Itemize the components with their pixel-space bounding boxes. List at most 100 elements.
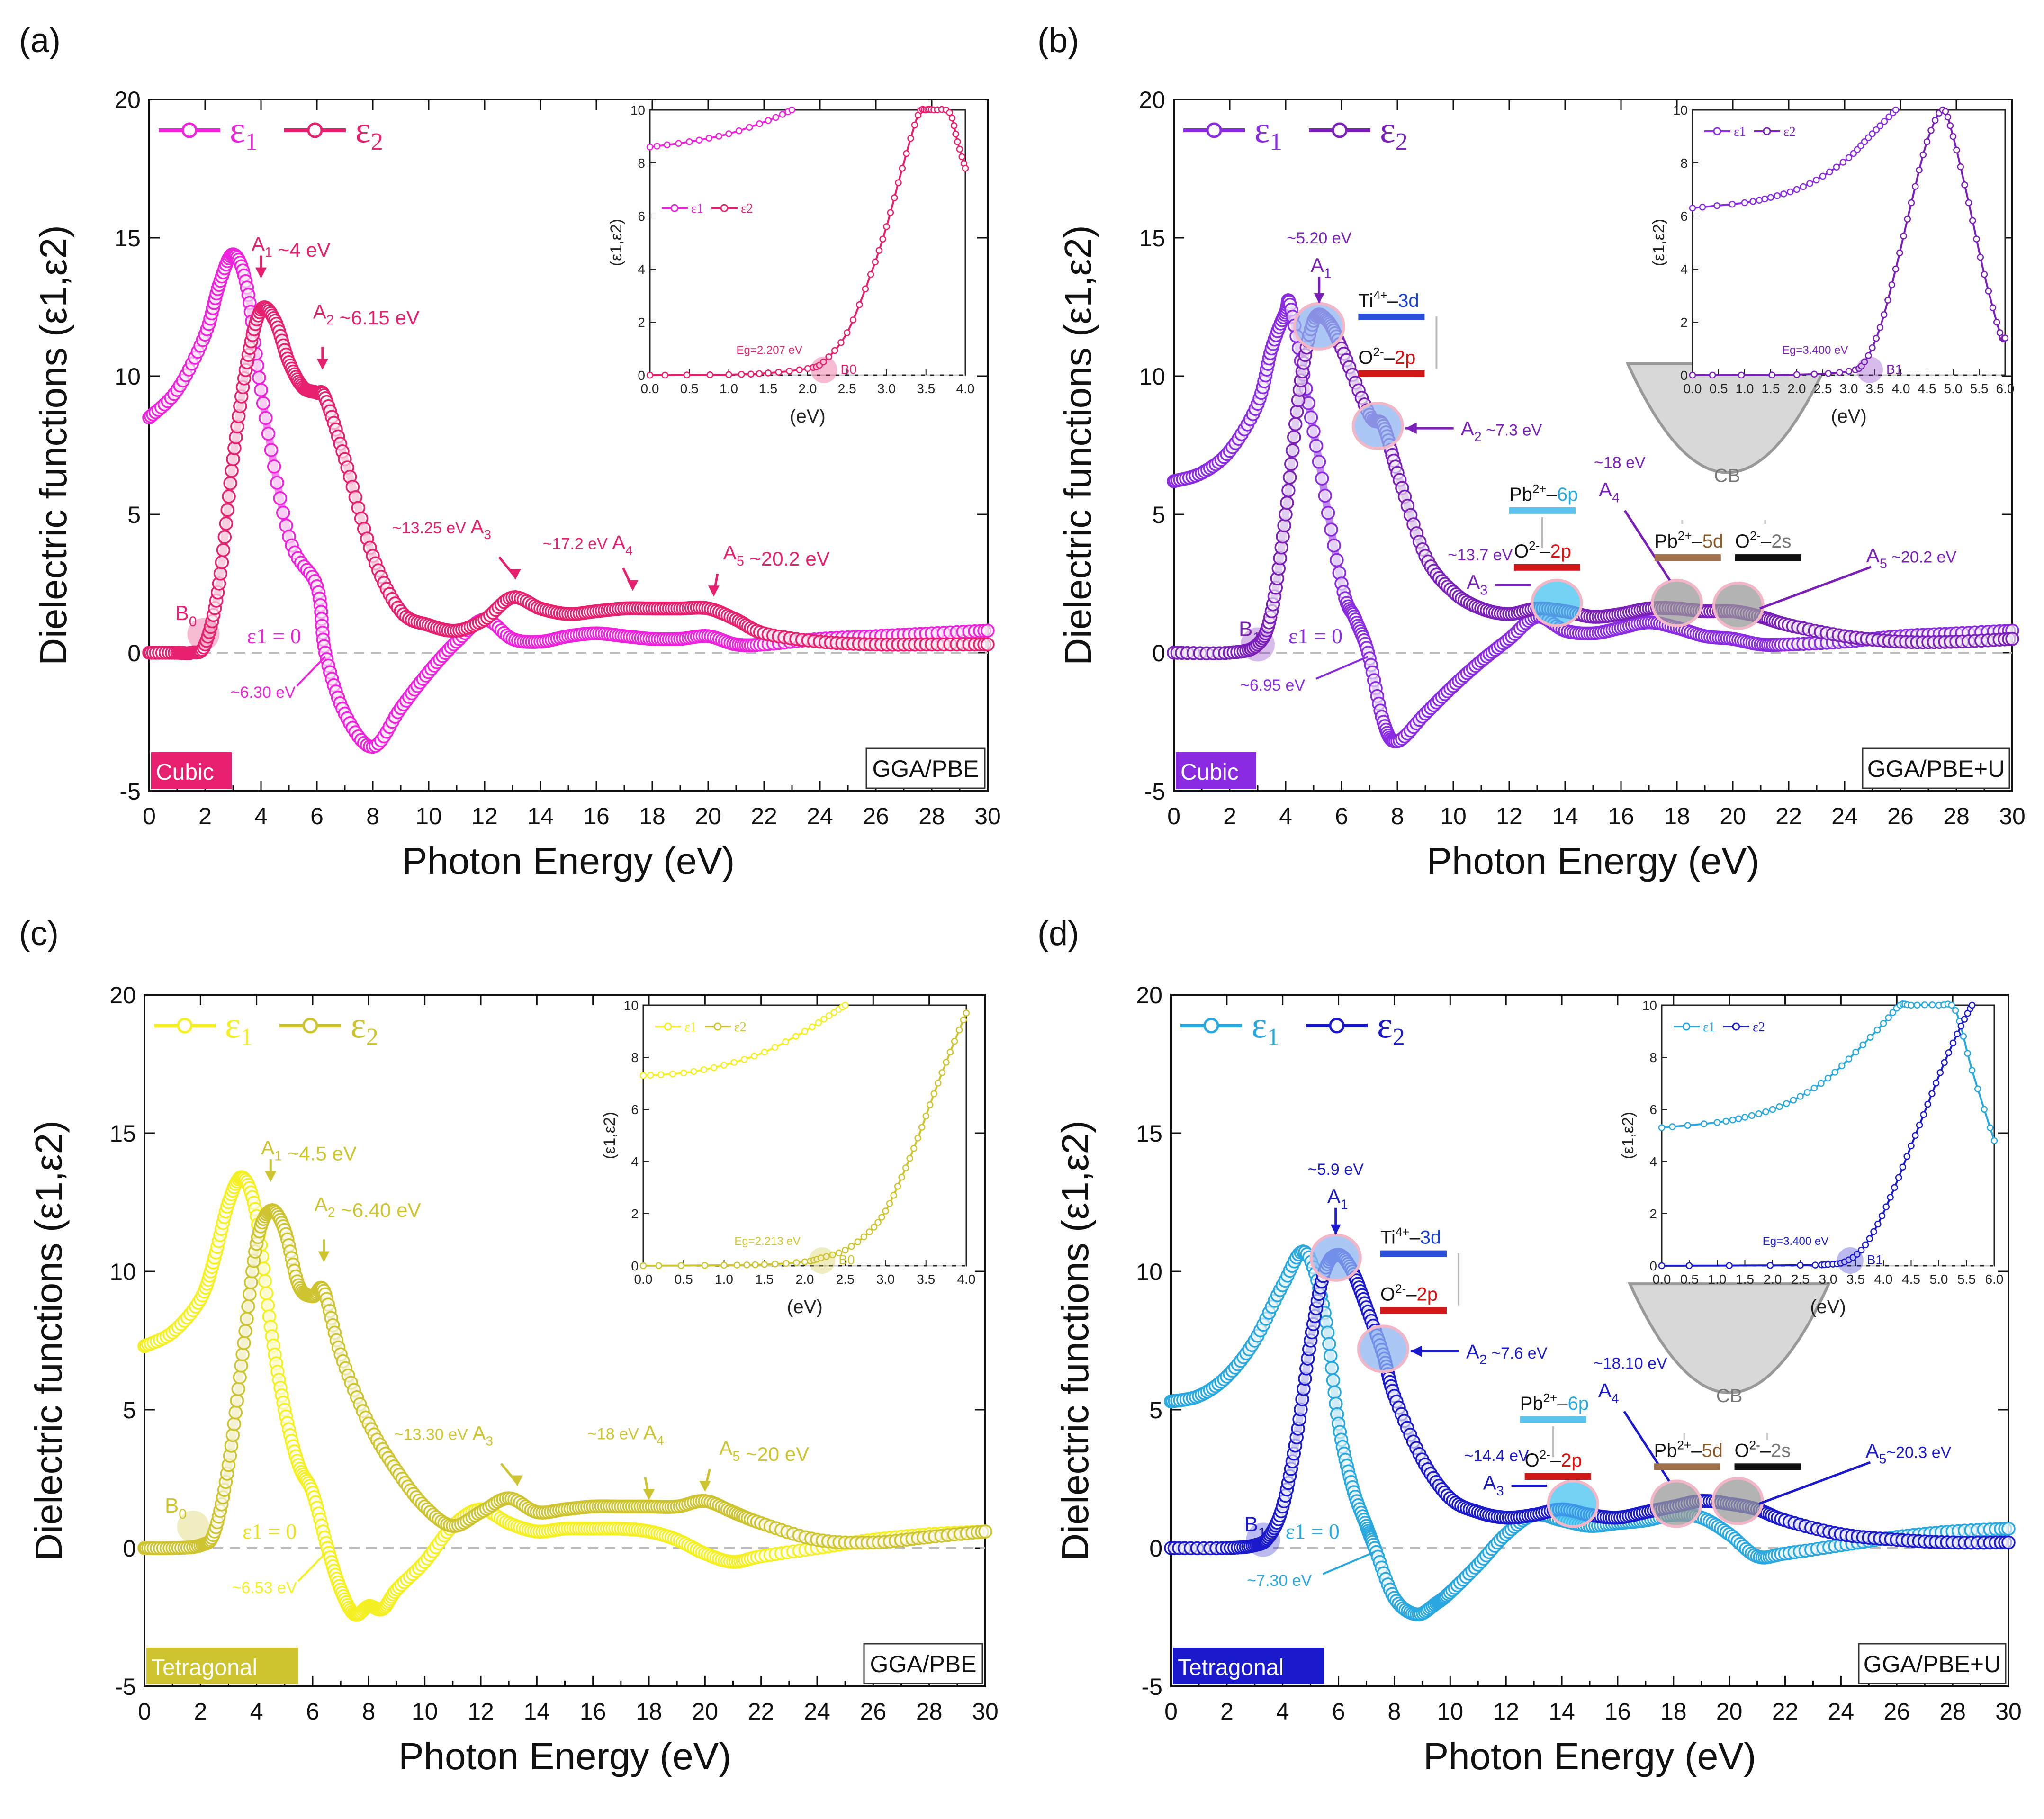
- data-point: [217, 530, 232, 544]
- inset-x-tick-label: 6.0: [1996, 381, 2015, 396]
- inset-x-tick-label: 3.5: [917, 1272, 935, 1287]
- cb-label: CB: [1716, 1386, 1743, 1406]
- inset-data-point: [951, 1037, 958, 1045]
- inset-data-point: [956, 145, 963, 153]
- inset-data-point: [1942, 108, 1949, 115]
- inset-data-point: [1748, 1112, 1756, 1119]
- inset-y-tick-label: 8: [638, 156, 645, 171]
- inset-data-point: [1928, 1001, 1936, 1009]
- inset-data-point: [1793, 186, 1801, 193]
- inset-data-point: [1954, 1030, 1961, 1037]
- arrow-head: [255, 267, 267, 279]
- transition-marker: [1651, 578, 1703, 627]
- inset-x-tick-label: 4.5: [1918, 381, 1936, 396]
- conduction-band: [1628, 1282, 1831, 1394]
- inset-x-tick-label: 3.5: [917, 381, 935, 396]
- inset-data-point: [883, 223, 890, 230]
- inset-data-point: [1810, 1084, 1818, 1092]
- y-tick-label: 10: [1136, 1259, 1162, 1285]
- transition-marker: [1309, 1233, 1362, 1282]
- y-tick-label: 0: [127, 640, 141, 666]
- inset-data-point: [1797, 1093, 1804, 1100]
- inset-data-point: [1776, 1103, 1783, 1110]
- inset-legend-marker: [670, 204, 679, 212]
- data-point: [225, 463, 239, 478]
- annotation-arrow: [1759, 566, 1872, 610]
- x-tick-label: 6: [1335, 803, 1348, 829]
- inset-data-point: [886, 1200, 893, 1207]
- inset-data-point: [705, 135, 713, 142]
- x-tick-label: 10: [1437, 1698, 1464, 1725]
- inset-legend-marker: [1682, 1022, 1691, 1031]
- inset-data-point: [1838, 1062, 1846, 1070]
- inset-x-tick-label: 5.5: [1970, 381, 1989, 396]
- inset-x-tick-label: 2.5: [836, 1272, 855, 1287]
- orbital-label: O2-–2p: [1358, 345, 1415, 368]
- inset-data-point: [875, 247, 883, 254]
- x-tick-label: 10: [1440, 803, 1467, 829]
- inset-data-point: [1892, 106, 1900, 114]
- inset-data-point: [740, 1056, 748, 1063]
- data-point: [213, 567, 228, 581]
- y-tick-label: -5: [120, 778, 141, 805]
- panel-a: (a)0 2 4 6 8 10 12 14 16 18 20 22 24 26 28 30-505101520…: [19, 22, 1001, 882]
- inset-data-point: [1891, 1184, 1898, 1191]
- panel-d: (d)0 2 4 6 8 10 12 14 16 18 20 22 24 26 28 30-505101520…: [1037, 915, 2022, 1777]
- inset-data-point: [746, 124, 753, 131]
- orbital-level-bar: [1654, 554, 1721, 561]
- inset-data-point: [747, 370, 755, 378]
- inset-data-point: [701, 1261, 709, 1269]
- inset-data-point: [1836, 369, 1843, 376]
- transition-marker: [1351, 402, 1404, 450]
- inset-data-point: [1968, 1067, 1976, 1074]
- x-tick-label: 24: [804, 1698, 830, 1725]
- orbital-level-bar: [1358, 370, 1425, 377]
- inset-data-point: [733, 1261, 741, 1269]
- data-point: [2001, 1535, 2016, 1550]
- arrow-head: [1405, 423, 1417, 434]
- arrow-head: [1330, 1224, 1341, 1235]
- series-markers-e1: [142, 247, 995, 754]
- inset-data-point: [1961, 1016, 1968, 1023]
- inset-data-point: [1949, 1039, 1957, 1047]
- inset-x-tick-label: 4.5: [1902, 1272, 1920, 1287]
- annotation-label: ~18.10 eV: [1594, 1355, 1667, 1373]
- transition-marker: [1357, 1324, 1409, 1373]
- x-tick-label: 4: [1276, 1698, 1289, 1725]
- inset-x-tick-label: 4.0: [1892, 381, 1910, 396]
- legend-marker: [1329, 1018, 1345, 1034]
- legend-entry: ε2: [1380, 109, 1408, 155]
- inset-point-label: B0: [840, 362, 856, 377]
- x-tick-label: 18: [639, 803, 666, 829]
- x-tick-label: 6: [1332, 1698, 1345, 1725]
- inset-data-point: [1866, 1034, 1874, 1041]
- orbital-label: Pb2+–6p: [1520, 1391, 1589, 1414]
- data-point: [227, 1417, 242, 1431]
- inset-x-tick-label: 2.0: [1788, 381, 1806, 396]
- x-tick-label: 2: [1223, 803, 1236, 829]
- inset-data-point: [700, 1066, 708, 1073]
- inset-x-label: (eV): [1810, 1297, 1846, 1317]
- inset-y-tick-label: 0: [631, 1259, 639, 1273]
- inset-data-point: [1756, 197, 1763, 204]
- x-tick-label: 26: [1883, 1698, 1910, 1725]
- inset-legend-entry: ε1: [684, 1020, 697, 1035]
- inset-point-label: B1: [1867, 1252, 1883, 1267]
- y-tick-label: 20: [109, 982, 136, 1009]
- data-point: [259, 1286, 274, 1300]
- legend-marker: [181, 122, 198, 138]
- x-tick-label: 4: [254, 803, 268, 829]
- legend: ε1 ε2: [159, 109, 383, 155]
- annotation-label: ~18 eV: [1594, 454, 1646, 472]
- inset-data-point: [882, 1207, 889, 1215]
- legend: ε1 ε2: [1183, 109, 1408, 155]
- inset-data-point: [930, 1090, 938, 1098]
- inset-data-point: [948, 114, 956, 122]
- y-tick-label: 15: [1136, 1120, 1162, 1147]
- data-point: [1280, 495, 1294, 510]
- panel-label: (a): [19, 22, 61, 60]
- inset-y-tick-label: 8: [1649, 1050, 1657, 1065]
- data-point: [1324, 522, 1338, 537]
- inset-data-point: [1729, 1117, 1737, 1124]
- phase-label: Tetragonal: [1178, 1655, 1284, 1680]
